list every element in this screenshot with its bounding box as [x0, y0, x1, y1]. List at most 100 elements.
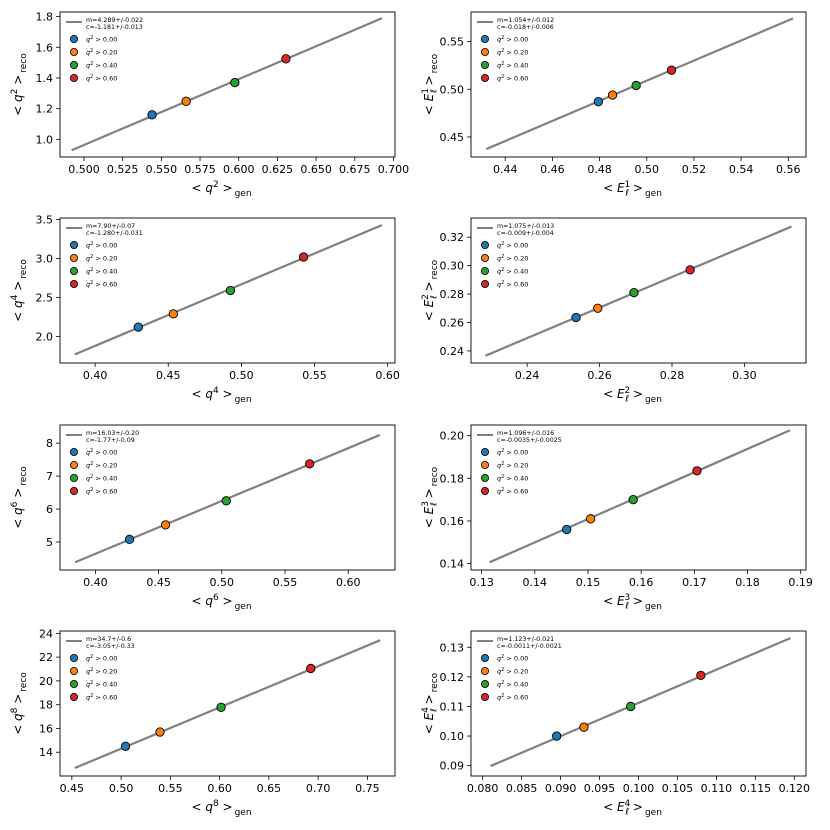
data-point-2 [155, 727, 165, 737]
y-tick-label: 0.18 [440, 472, 465, 485]
x-tick-label: 0.650 [300, 163, 332, 176]
x-tick-label: 0.550 [146, 163, 178, 176]
legend-marker [480, 486, 489, 495]
y-axis-label: < q4 >reco [10, 259, 29, 322]
x-tick-label: 0.095 [584, 782, 616, 795]
x-tick-label: 0.090 [545, 782, 577, 795]
x-tick-label: 0.120 [779, 782, 811, 795]
x-tick-label: 0.110 [701, 782, 733, 795]
y-tick-label: 0.55 [440, 36, 465, 49]
x-tick-label: 0.55 [158, 782, 183, 795]
data-point-3 [629, 287, 639, 298]
x-tick-label: 0.13 [469, 576, 494, 589]
x-tick-label: 0.105 [662, 782, 694, 795]
data-point-3 [221, 496, 231, 506]
legend-label: q2 > 0.20 [497, 48, 528, 57]
data-point-2 [607, 90, 618, 100]
y-tick-label: 0.10 [440, 730, 465, 743]
legend-label: q2 > 0.00 [86, 241, 117, 250]
legend-fit-text: c=-1.77+/-0.09 [86, 437, 135, 444]
data-point-1 [120, 741, 131, 751]
legend-marker [480, 61, 489, 70]
legend-fit-text: c=-0.0035+/-0.0025 [497, 437, 562, 444]
x-tick-label: 0.56 [776, 163, 801, 176]
data-point-2 [168, 309, 179, 319]
y-axis-label: < q2 >reco [10, 53, 29, 116]
legend-label: q2 > 0.40 [497, 474, 528, 483]
legend-marker [480, 680, 489, 689]
legend-marker [70, 61, 79, 70]
x-tick-label: 0.40 [83, 369, 108, 382]
data-point-4 [298, 252, 309, 262]
y-axis-label: < E4ℓ >reco [421, 672, 440, 734]
axes-frame [59, 630, 396, 777]
y-tick-label: 0.13 [440, 641, 465, 654]
legend-marker [480, 460, 489, 469]
x-axis-label: < q4 > gen [191, 386, 251, 405]
legend-marker [480, 693, 489, 702]
legend-marker [70, 654, 79, 663]
y-tick-label: 0.32 [440, 231, 465, 244]
y-axis-label: < E2ℓ >reco [421, 259, 440, 321]
legend-fit-text: m=34.7+/-0.6 [86, 636, 131, 643]
data-point-1 [552, 731, 562, 741]
data-point-3 [216, 702, 226, 712]
data-point-1 [133, 322, 143, 332]
y-axis-label: < E1ℓ >reco [421, 53, 440, 115]
y-tick-label: 0.45 [440, 131, 465, 144]
x-tick-label: 0.60 [207, 782, 232, 795]
x-tick-label: 0.65 [257, 782, 282, 795]
x-tick-label: 0.30 [732, 369, 757, 382]
y-tick-label: 1.2 [36, 103, 54, 116]
legend-marker [480, 654, 489, 663]
legend-label: q2 > 0.20 [497, 254, 528, 263]
panel-7: 0.45 0.50 0.55 0.60 0.65 0.70 0.75 14 16 18 20 22 24… [10, 627, 396, 818]
data-point-4 [305, 459, 315, 469]
legend-fit-text: m=1.054+/-0.012 [497, 17, 554, 24]
x-tick-label: 0.26 [587, 369, 612, 382]
legend-label: q2 > 0.00 [497, 448, 528, 457]
x-tick-label: 0.600 [223, 163, 255, 176]
legend-marker [70, 460, 79, 469]
panel-1: 0.500 0.525 0.550 0.575 0.600 0.625 0.650 0.675… [10, 11, 409, 199]
axes-frame [59, 424, 396, 571]
axes-frame [59, 11, 396, 158]
legend-marker [480, 266, 489, 275]
x-tick-label: 0.45 [60, 782, 85, 795]
data-point-3 [631, 80, 641, 91]
x-tick-label: 0.525 [107, 163, 139, 176]
legend-label: q2 > 0.40 [86, 61, 117, 70]
legend-label: q2 > 0.20 [86, 254, 117, 263]
data-point-1 [124, 534, 135, 545]
legend-label: q2 > 0.00 [86, 35, 117, 44]
data-point-2 [160, 520, 171, 530]
x-tick-label: 0.48 [587, 163, 612, 176]
x-tick-label: 0.50 [635, 163, 660, 176]
legend-fit-text: m=4.289+/-0.022 [86, 17, 143, 24]
y-tick-label: 20 [39, 675, 53, 688]
fit-line [485, 225, 792, 357]
data-point-2 [579, 722, 589, 732]
y-tick-label: 0.24 [440, 345, 465, 358]
x-axis-label: < q6 > gen [191, 593, 251, 612]
y-tick-label: 14 [39, 746, 53, 759]
legend-label: q2 > 0.40 [86, 267, 117, 276]
x-tick-label: 0.46 [540, 163, 565, 176]
legend-label: q2 > 0.20 [86, 48, 117, 57]
axes-frame [59, 217, 396, 364]
x-tick-label: 0.100 [623, 782, 655, 795]
x-tick-label: 0.500 [68, 163, 100, 176]
legend-fit-text: m=1.096+/-0.016 [497, 430, 554, 437]
y-tick-label: 0.20 [440, 430, 465, 443]
data-point-2 [593, 303, 603, 313]
axes-frame [470, 217, 807, 364]
legend-label: q2 > 0.40 [497, 61, 528, 70]
panel-3: 0.40 0.45 0.50 0.55 0.60 2.0 2.5 3.0 3.5 < q4 > ge… [10, 214, 400, 405]
legend-marker [70, 473, 79, 482]
x-axis-label: < E3 ℓ > gen [603, 593, 662, 612]
legend-label: q2 > 0.60 [497, 693, 528, 702]
